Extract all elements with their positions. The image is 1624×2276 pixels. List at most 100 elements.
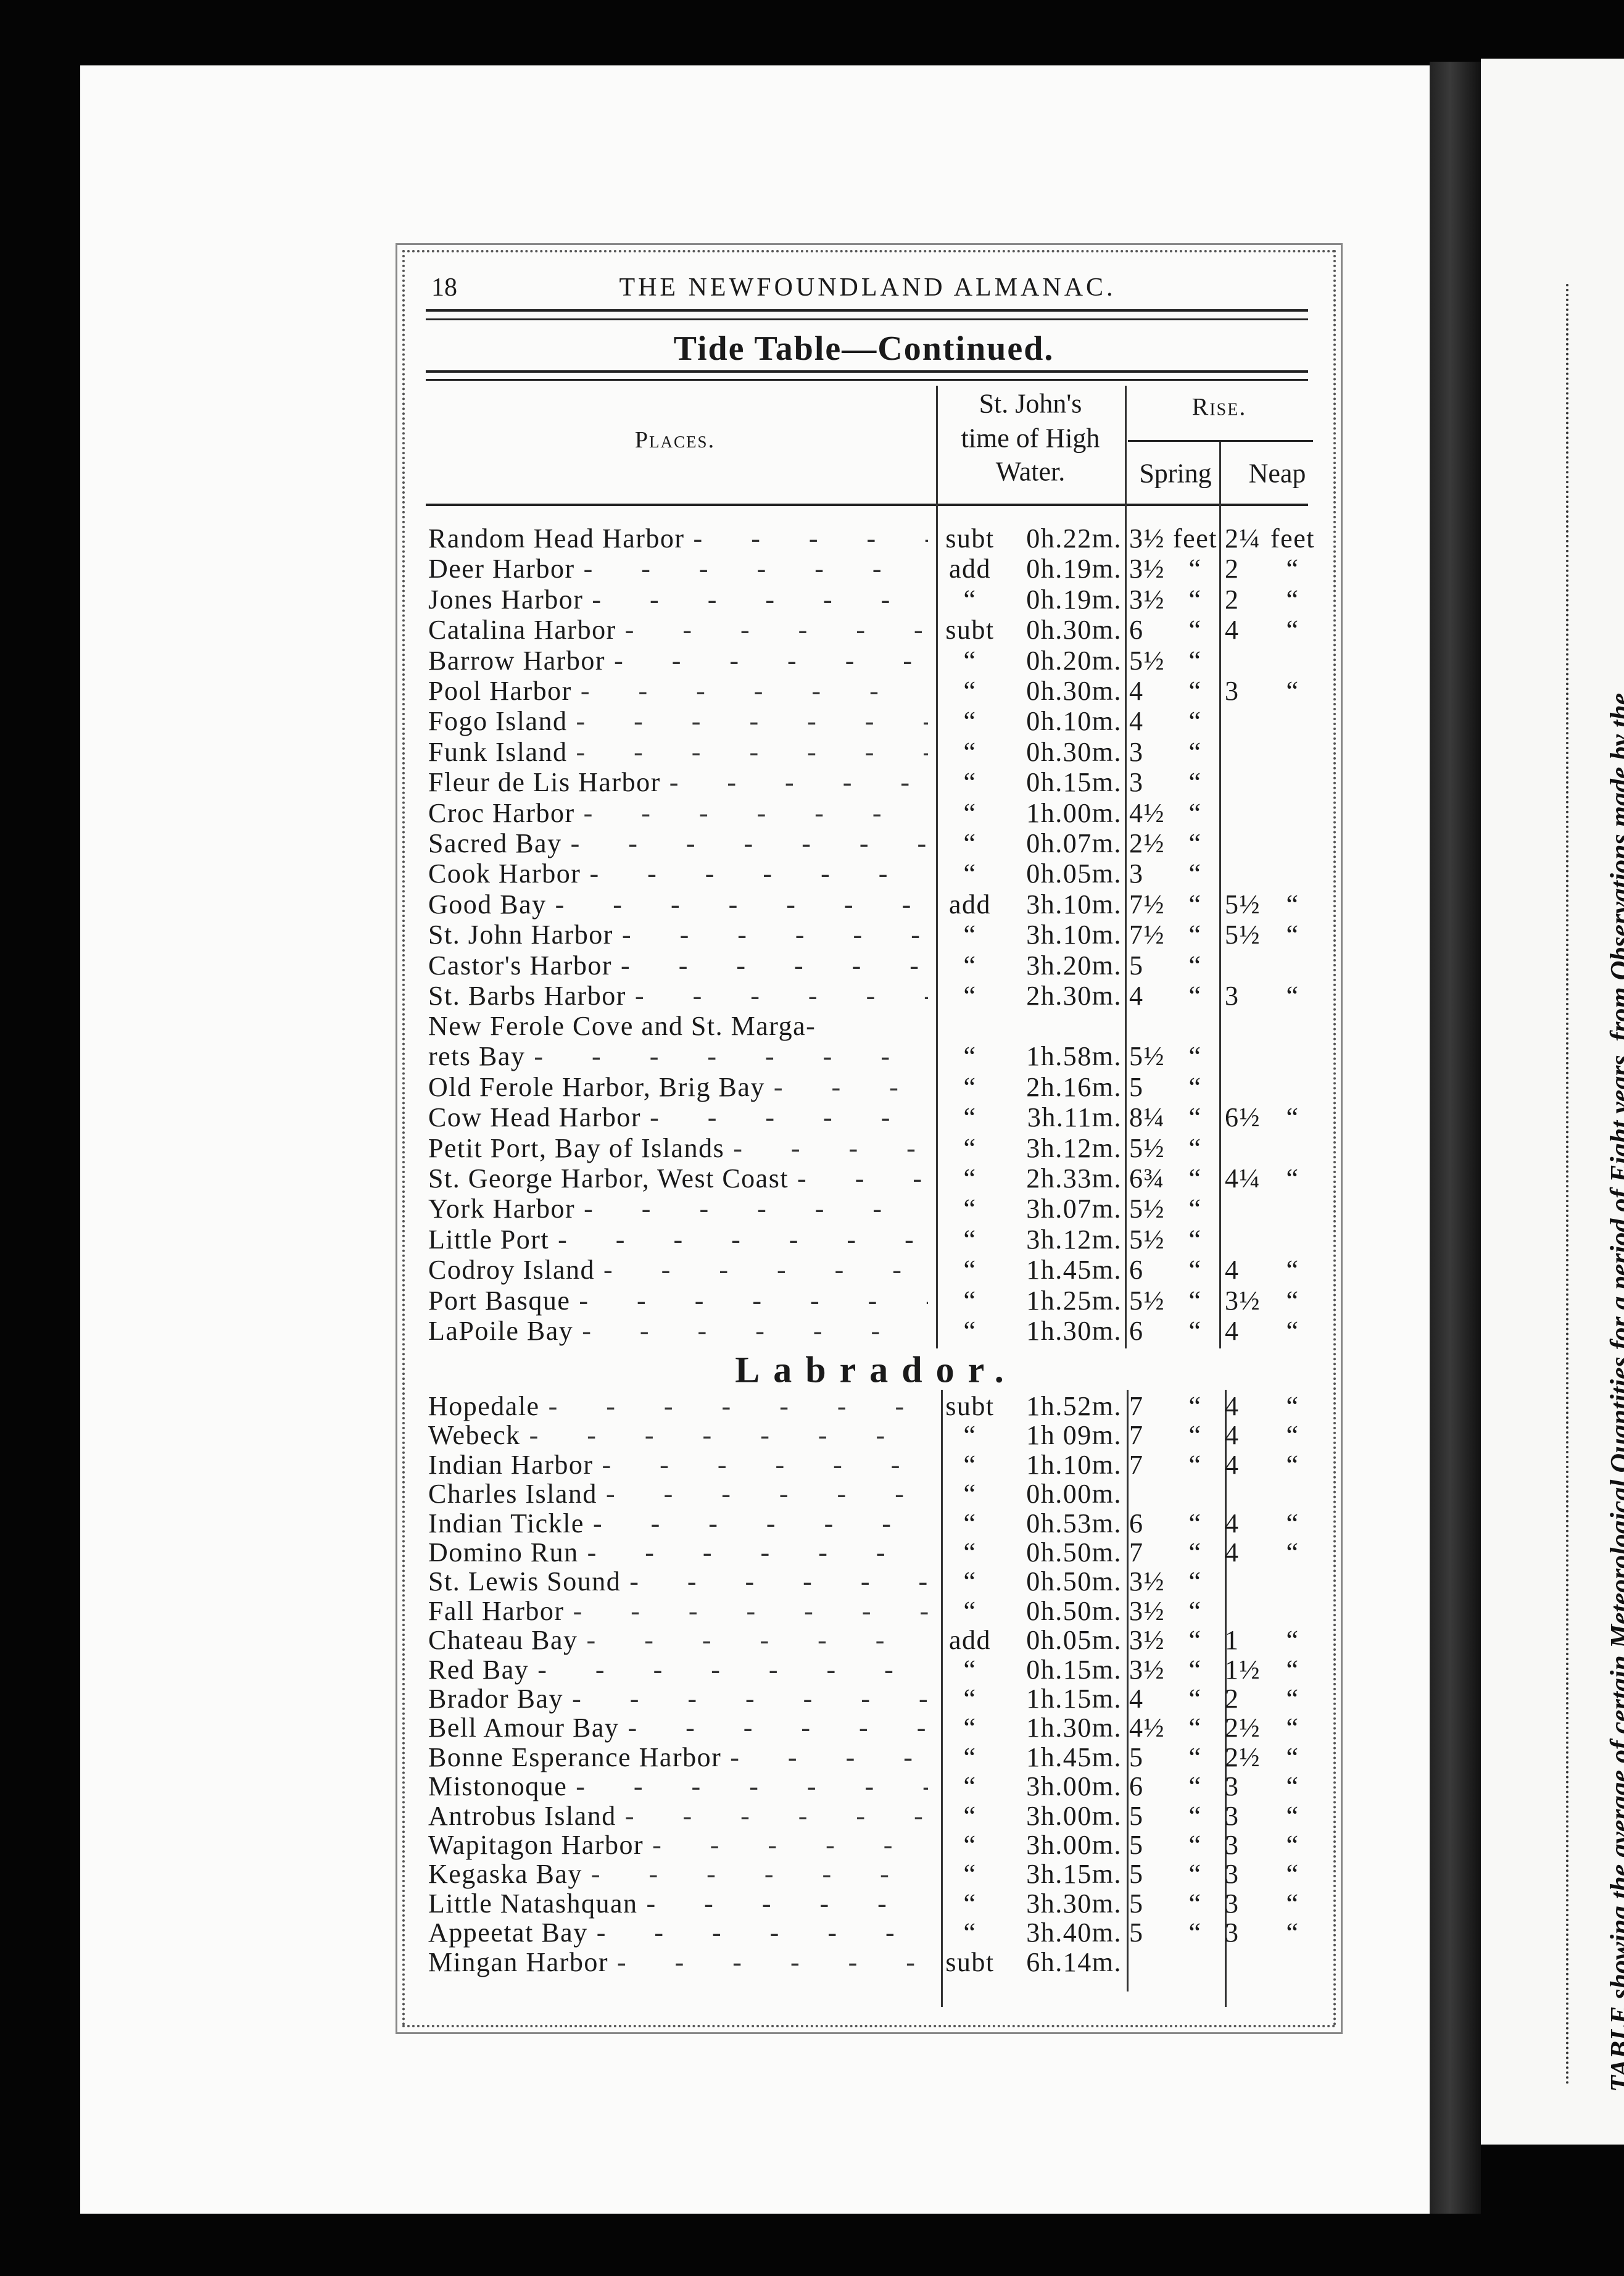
spring-rise: 5 xyxy=(1129,1800,1144,1831)
spring-unit: “ xyxy=(1188,1102,1202,1133)
high-water-time: 0h.05m. xyxy=(1026,858,1122,889)
neap-rise: 4 xyxy=(1225,1537,1240,1568)
spring-rise: 5 xyxy=(1129,950,1144,981)
spring-rise: 5 xyxy=(1129,1742,1144,1772)
time-sign: “ xyxy=(963,1830,977,1860)
place-name-text: Barrow Harbor xyxy=(428,645,606,676)
spring-unit: “ xyxy=(1188,736,1202,767)
high-water-time: 1h.25m. xyxy=(1026,1285,1122,1316)
dot-leader: - - - - - - - - - - - - - xyxy=(652,1832,928,1859)
spring-rise: 7 xyxy=(1129,1391,1144,1421)
place-name-text: Indian Harbor xyxy=(428,1449,594,1480)
column-header-rise: Rise. xyxy=(1191,392,1247,421)
time-sign: “ xyxy=(963,1316,977,1346)
spring-rise: 4 xyxy=(1129,676,1144,706)
place-name-text: Cow Head Harbor xyxy=(428,1102,642,1133)
dot-leader: - - - - - - - - - - - - - xyxy=(733,1134,928,1162)
place-name: Old Ferole Harbor, Brig Bay - - - - - - -… xyxy=(428,1073,928,1101)
time-sign: subt xyxy=(945,615,995,646)
column-divider xyxy=(1225,1390,1227,2007)
place-name: Catalina Harbor - - - - - - - - - - - - - xyxy=(428,617,928,644)
neap-unit: “ xyxy=(1286,615,1299,646)
place-name: Cow Head Harbor - - - - - - - - - - - - - xyxy=(428,1104,928,1131)
place-name: Funk Island - - - - - - - - - - - - - xyxy=(428,738,928,766)
high-water-time: 3h.15m. xyxy=(1026,1859,1122,1890)
neap-rise: 2 xyxy=(1225,1684,1240,1714)
dot-leader: - - - - - - - - - - - - - xyxy=(590,1861,928,1888)
place-name-text: Antrobus Island xyxy=(428,1800,616,1831)
high-water-time: 3h.11m. xyxy=(1027,1102,1122,1133)
dot-leader: - - - - - - - - - - - - - xyxy=(669,769,928,797)
neap-rise: 3 xyxy=(1225,1917,1240,1948)
spring-rise: 5 xyxy=(1129,1830,1144,1860)
time-sign: “ xyxy=(963,736,977,767)
place-name: Croc Harbor - - - - - - - - - - - - - xyxy=(428,799,928,827)
time-sign: subt xyxy=(945,1391,995,1421)
book-gutter xyxy=(1430,62,1481,2214)
spring-rise: 3½ xyxy=(1129,523,1165,554)
place-name: Bell Amour Bay - - - - - - - - - - - - - xyxy=(428,1714,928,1742)
high-water-time: 0h.15m. xyxy=(1026,1654,1122,1685)
spring-unit: “ xyxy=(1188,1713,1202,1743)
high-water-time: 3h.12m. xyxy=(1026,1224,1122,1255)
dot-leader: - - - - - - - - - - - - - xyxy=(629,1568,928,1596)
neap-unit: “ xyxy=(1286,1830,1299,1860)
neap-rise: 4¼ xyxy=(1225,1163,1261,1194)
time-sign: add xyxy=(948,554,992,584)
neap-unit: “ xyxy=(1286,1917,1299,1948)
column-header-time: time of High xyxy=(961,423,1100,454)
high-water-time: 3h.00m. xyxy=(1026,1771,1122,1802)
dot-leader: - - - - - - - - - - - - - xyxy=(730,1743,928,1771)
place-name-text: Fall Harbor xyxy=(428,1595,565,1626)
spring-unit: “ xyxy=(1188,1041,1202,1072)
spring-rise: 5½ xyxy=(1129,1224,1165,1255)
place-name: Appeetat Bay - - - - - - - - - - - - - xyxy=(428,1919,928,1946)
spring-rise: 5½ xyxy=(1129,1285,1165,1316)
high-water-time: 0h.19m. xyxy=(1026,554,1122,584)
spring-unit: “ xyxy=(1188,1654,1202,1685)
high-water-time: 3h.20m. xyxy=(1026,950,1122,981)
time-sign: “ xyxy=(963,1194,977,1224)
spring-rise: 7 xyxy=(1129,1537,1144,1568)
dot-leader: - - - - - - - - - - - - - xyxy=(572,1685,928,1713)
place-name: St. Lewis Sound - - - - - - - - - - - - - xyxy=(428,1568,928,1595)
place-name: Brador Bay - - - - - - - - - - - - - xyxy=(428,1685,928,1713)
time-sign: “ xyxy=(963,1742,977,1772)
neap-rise: 2 xyxy=(1225,584,1240,615)
place-name: Kegaska Bay - - - - - - - - - - - - - xyxy=(428,1861,928,1888)
spring-unit: feet xyxy=(1173,523,1217,554)
spring-unit: “ xyxy=(1188,1224,1202,1255)
spring-unit: “ xyxy=(1188,1771,1202,1802)
dot-leader: - - - - - - - - - - - - - xyxy=(555,891,928,918)
dot-leader: - - - - - - - - - - - - - xyxy=(693,525,928,552)
dot-leader: - - - - - - - - - - - - - xyxy=(589,860,928,888)
neap-rise: 2 xyxy=(1225,554,1240,584)
time-sign: “ xyxy=(963,981,977,1011)
high-water-time: 0h.30m. xyxy=(1026,615,1122,646)
place-name-text: Mistonoque xyxy=(428,1771,568,1802)
high-water-time: 3h.00m. xyxy=(1026,1830,1122,1860)
dot-leader: - - - - - - - - - - - - - xyxy=(586,1627,928,1655)
time-sign: “ xyxy=(963,1859,977,1890)
place-name-text: Little Port xyxy=(428,1224,550,1255)
dot-leader: - - - - - - - - - - - - - xyxy=(621,921,928,949)
time-sign: “ xyxy=(963,797,977,828)
facing-page xyxy=(1481,59,1624,2145)
spring-rise: 6 xyxy=(1129,1255,1144,1285)
spring-rise: 5 xyxy=(1129,1888,1144,1919)
neap-rise: 3 xyxy=(1225,1830,1240,1860)
neap-unit: “ xyxy=(1286,1771,1299,1802)
time-sign: “ xyxy=(963,1566,977,1597)
spring-unit: “ xyxy=(1188,981,1202,1011)
dot-leader: - - - - - - - - - - - - - xyxy=(646,1890,928,1917)
place-name-text: Petit Port, Bay of Islands xyxy=(428,1132,725,1163)
high-water-time: 0h.30m. xyxy=(1026,676,1122,706)
place-name: New Ferole Cove and St. Marga- xyxy=(428,1011,816,1042)
spring-rise: 6 xyxy=(1129,1771,1144,1802)
dot-leader: - - - - - - - - - - - - - xyxy=(614,647,928,675)
high-water-time: 3h.40m. xyxy=(1026,1917,1122,1948)
facing-page-caption: TABLE showing the average of certain Met… xyxy=(1605,692,1624,2092)
place-name: Fall Harbor - - - - - - - - - - - - - xyxy=(428,1595,928,1626)
column-divider xyxy=(1219,442,1221,1348)
dot-leader: - - - - - - - - - - - - - xyxy=(583,799,928,827)
